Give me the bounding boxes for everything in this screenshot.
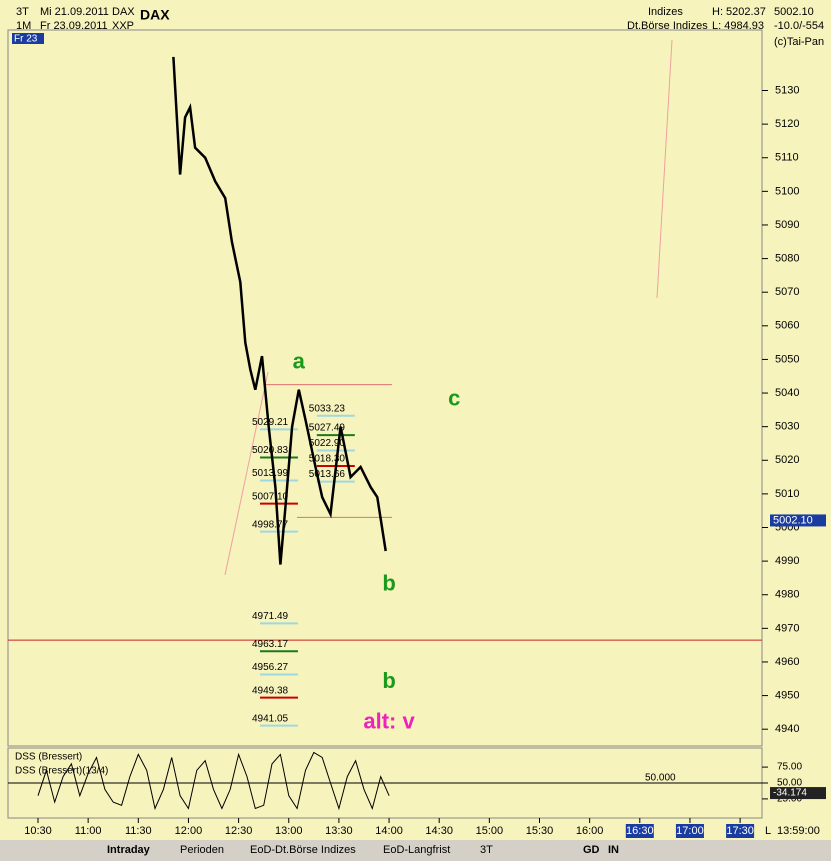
dss-title: DSS (Bressert) bbox=[15, 752, 82, 763]
current-price: 5002.10 bbox=[773, 514, 813, 526]
time-label-bg bbox=[625, 824, 654, 838]
dss-tick-label: 75.00 bbox=[777, 762, 802, 773]
range: 1M bbox=[16, 20, 31, 32]
tab[interactable]: Perioden bbox=[180, 844, 224, 856]
y-tick-label: 4990 bbox=[775, 555, 799, 567]
level-label: 4949.38 bbox=[252, 685, 289, 696]
x-tick-label: 17:30 bbox=[726, 825, 754, 837]
y-tick-label: 4980 bbox=[775, 589, 799, 601]
level-label: 5018.30 bbox=[309, 454, 346, 465]
level-label: 4971.49 bbox=[252, 611, 289, 622]
dss-label: DSS (Bressert)(13/4) bbox=[15, 766, 108, 777]
level-label: 4963.17 bbox=[252, 639, 289, 650]
from: Mi 21.09.2011 bbox=[40, 6, 109, 18]
dss-line bbox=[37, 751, 390, 811]
level-label: 5007.10 bbox=[252, 491, 289, 502]
level-label: 5013.99 bbox=[252, 468, 289, 479]
y-tick-label: 5060 bbox=[775, 320, 799, 332]
annotation: alt: v bbox=[363, 708, 415, 733]
y-tick-label: 5020 bbox=[775, 454, 799, 466]
annotation: b bbox=[382, 668, 395, 693]
x-tick-label: 15:30 bbox=[526, 825, 554, 837]
index-group: Dt.Börse Indizes bbox=[627, 20, 708, 32]
to: Fr 23.09.2011 bbox=[40, 20, 108, 32]
x-tick-label: 11:30 bbox=[125, 825, 152, 837]
level-label: 5027.49 bbox=[309, 423, 346, 434]
low: L: 4984.93 bbox=[712, 20, 764, 32]
tab[interactable]: Intraday bbox=[107, 844, 151, 856]
tab[interactable]: EoD-Dt.Börse Indizes bbox=[250, 844, 356, 856]
dss-tick-label: 50.00 bbox=[777, 778, 802, 789]
x-tick-label: 12:30 bbox=[225, 825, 253, 837]
name: DAX bbox=[140, 7, 170, 23]
level-label: 5033.23 bbox=[309, 403, 346, 414]
x-tick-label: 13:00 bbox=[275, 825, 303, 837]
end-label: L bbox=[765, 825, 771, 837]
dss-level: 50.000 bbox=[645, 773, 676, 784]
level-label: 5013.66 bbox=[309, 469, 346, 480]
x-tick-label: 11:00 bbox=[75, 825, 102, 837]
tab-bar bbox=[0, 840, 831, 861]
x-tick-label: 12:00 bbox=[175, 825, 203, 837]
time-label-bg bbox=[726, 824, 755, 838]
x-tick-label: 10:30 bbox=[24, 825, 52, 837]
y-tick-label: 5050 bbox=[775, 353, 799, 365]
group: Indizes bbox=[648, 6, 683, 18]
y-tick-label: 5120 bbox=[775, 118, 799, 130]
y-tick-label: 5010 bbox=[775, 488, 799, 500]
x-tick-label: 17:00 bbox=[676, 825, 704, 837]
tab[interactable]: EoD-Langfrist bbox=[383, 844, 450, 856]
change: -10.0/-554 bbox=[774, 20, 824, 32]
high: H: 5202.37 bbox=[712, 6, 766, 18]
copyright: (c)Tai-Pan bbox=[774, 36, 824, 48]
x-tick-label: 13:30 bbox=[325, 825, 353, 837]
y-tick-label: 5030 bbox=[775, 421, 799, 433]
level-label: 5022.90 bbox=[309, 438, 346, 449]
x-tick-label: 15:00 bbox=[476, 825, 504, 837]
level-label: 5029.21 bbox=[252, 417, 289, 428]
x-tick-label: 14:30 bbox=[425, 825, 453, 837]
exchange: XXP bbox=[112, 20, 134, 32]
current-price-bg bbox=[770, 514, 826, 527]
last: 5002.10 bbox=[774, 6, 814, 18]
clock: 13:59:00 bbox=[777, 825, 820, 837]
annotation: a bbox=[293, 349, 306, 374]
y-tick-label: 5090 bbox=[775, 219, 799, 231]
y-tick-label: 4970 bbox=[775, 622, 799, 634]
annotation: b bbox=[382, 570, 395, 595]
y-tick-label: 5100 bbox=[775, 185, 799, 197]
trend-line bbox=[224, 371, 269, 576]
y-tick-label: 4940 bbox=[775, 723, 799, 735]
level-label: 4941.05 bbox=[252, 713, 289, 724]
price-pane bbox=[7, 29, 763, 747]
level-label: 4998.77 bbox=[252, 519, 289, 530]
level-label: 4956.27 bbox=[252, 662, 289, 673]
annotation: c bbox=[448, 386, 460, 411]
x-tick-label: 16:00 bbox=[576, 825, 604, 837]
y-tick-label: 5110 bbox=[775, 152, 799, 164]
dss-current-bg bbox=[770, 787, 826, 800]
y-tick-label: 5080 bbox=[775, 252, 799, 264]
in-button[interactable]: IN bbox=[608, 844, 619, 856]
y-tick-label: 5130 bbox=[775, 84, 799, 96]
period-select[interactable]: 3T bbox=[480, 844, 493, 856]
y-tick-label: 4950 bbox=[775, 689, 799, 701]
price-line bbox=[172, 56, 387, 565]
symbol: DAX bbox=[112, 6, 135, 18]
y-tick-label: 5040 bbox=[775, 387, 799, 399]
period: 3T bbox=[16, 6, 29, 18]
y-tick-label: 5070 bbox=[775, 286, 799, 298]
cursor-date-bg bbox=[12, 33, 44, 44]
gd-button[interactable]: GD bbox=[583, 844, 600, 856]
dss-current: -34.174 bbox=[773, 788, 807, 799]
y-tick-label: 4960 bbox=[775, 656, 799, 668]
time-label-bg bbox=[675, 824, 704, 838]
x-tick-label: 14:00 bbox=[375, 825, 403, 837]
cursor-date: Fr 23 bbox=[14, 34, 38, 45]
x-tick-label: 16:30 bbox=[626, 825, 654, 837]
trend-line bbox=[656, 39, 673, 299]
